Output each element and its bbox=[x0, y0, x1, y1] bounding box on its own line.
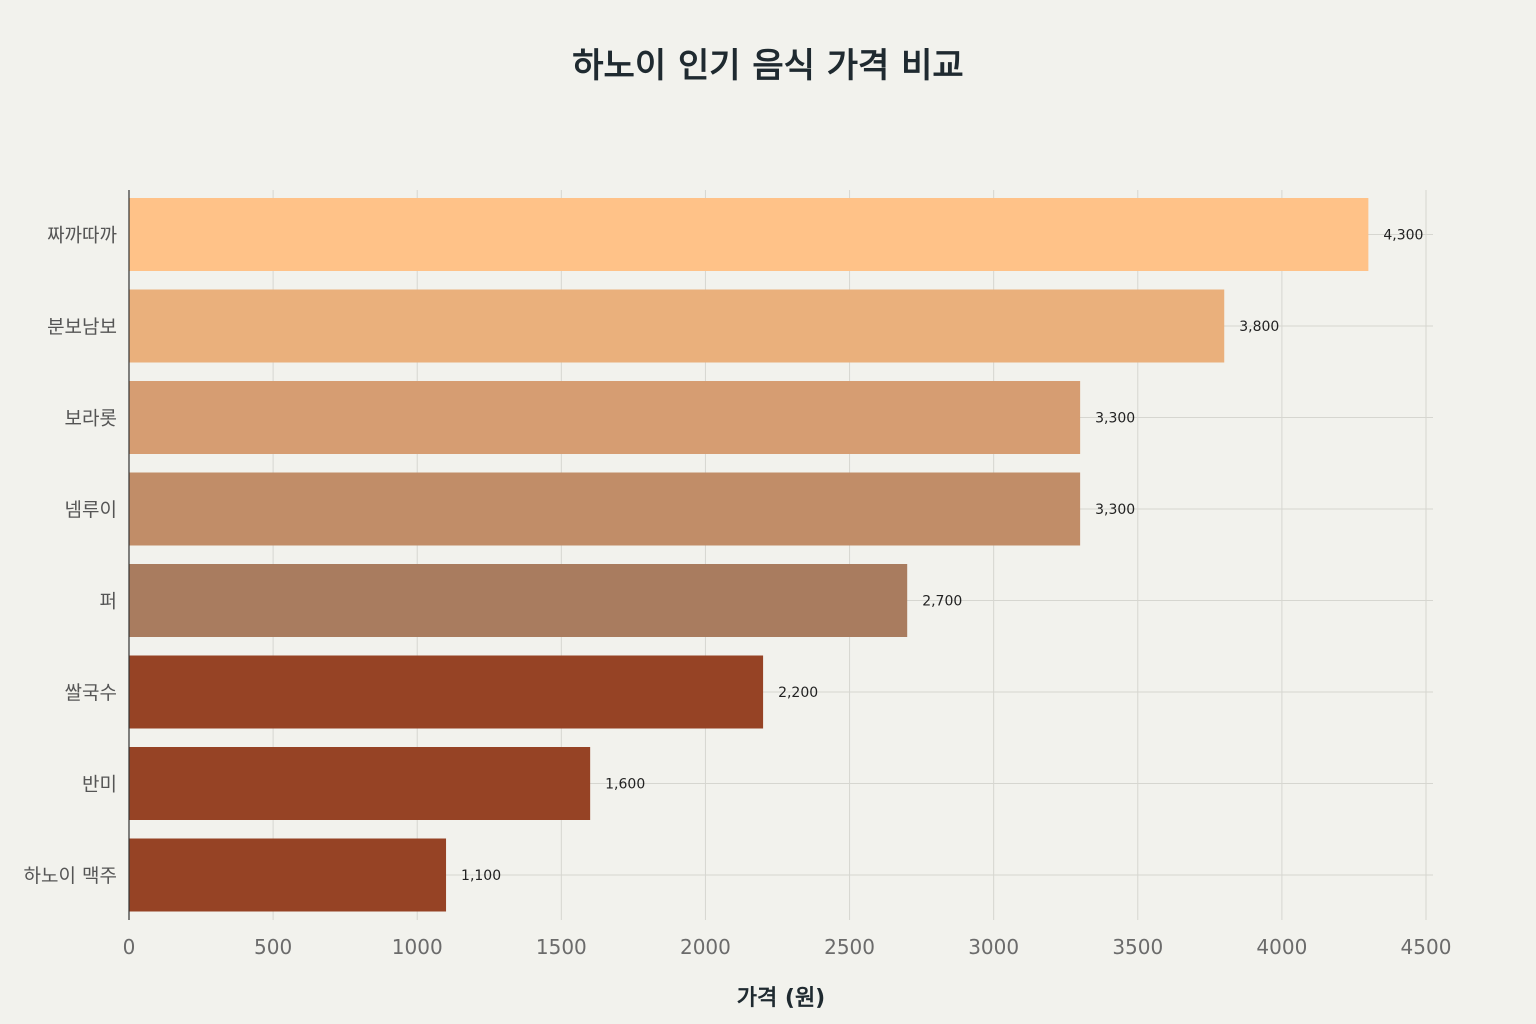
bar bbox=[129, 838, 447, 912]
category-label: 반미 bbox=[82, 774, 117, 796]
value-label: 2,700 bbox=[922, 594, 962, 610]
x-tick-label: 500 bbox=[254, 935, 292, 959]
x-tick-label: 1500 bbox=[536, 935, 587, 959]
bar bbox=[129, 381, 1081, 454]
bar bbox=[129, 289, 1225, 363]
x-tick-label: 4500 bbox=[1401, 935, 1452, 959]
x-tick-label: 0 bbox=[123, 935, 136, 959]
value-label: 3,300 bbox=[1095, 411, 1135, 427]
bar bbox=[129, 198, 1369, 271]
category-label: 짜까따까 bbox=[47, 225, 117, 247]
x-tick-label: 2500 bbox=[824, 935, 875, 959]
value-label: 3,800 bbox=[1239, 319, 1279, 335]
bar bbox=[129, 747, 591, 820]
bar bbox=[129, 472, 1081, 546]
category-label: 넴루이 bbox=[65, 499, 117, 521]
x-axis-title: 가격 (원) bbox=[737, 986, 826, 1011]
bar bbox=[129, 564, 908, 637]
x-tick-label: 2000 bbox=[680, 935, 731, 959]
x-tick-label: 1000 bbox=[392, 935, 443, 959]
category-label: 하노이 맥주 bbox=[24, 865, 117, 887]
value-label: 4,300 bbox=[1383, 228, 1423, 244]
category-label: 쌀국수 bbox=[65, 682, 117, 704]
x-tick-label: 3500 bbox=[1112, 935, 1163, 959]
category-label: 보라롯 bbox=[65, 408, 117, 430]
x-tick-label: 3000 bbox=[968, 935, 1019, 959]
x-tick-label: 4000 bbox=[1256, 935, 1307, 959]
chart-title: 하노이 인기 음식 가격 비교 bbox=[572, 46, 964, 86]
value-label: 2,200 bbox=[778, 685, 818, 701]
category-label: 분보남보 bbox=[47, 316, 117, 338]
value-label: 1,100 bbox=[461, 868, 501, 884]
value-label: 3,300 bbox=[1095, 502, 1135, 518]
bar bbox=[129, 655, 764, 729]
value-label: 1,600 bbox=[605, 777, 645, 793]
category-label: 퍼 bbox=[100, 591, 117, 613]
